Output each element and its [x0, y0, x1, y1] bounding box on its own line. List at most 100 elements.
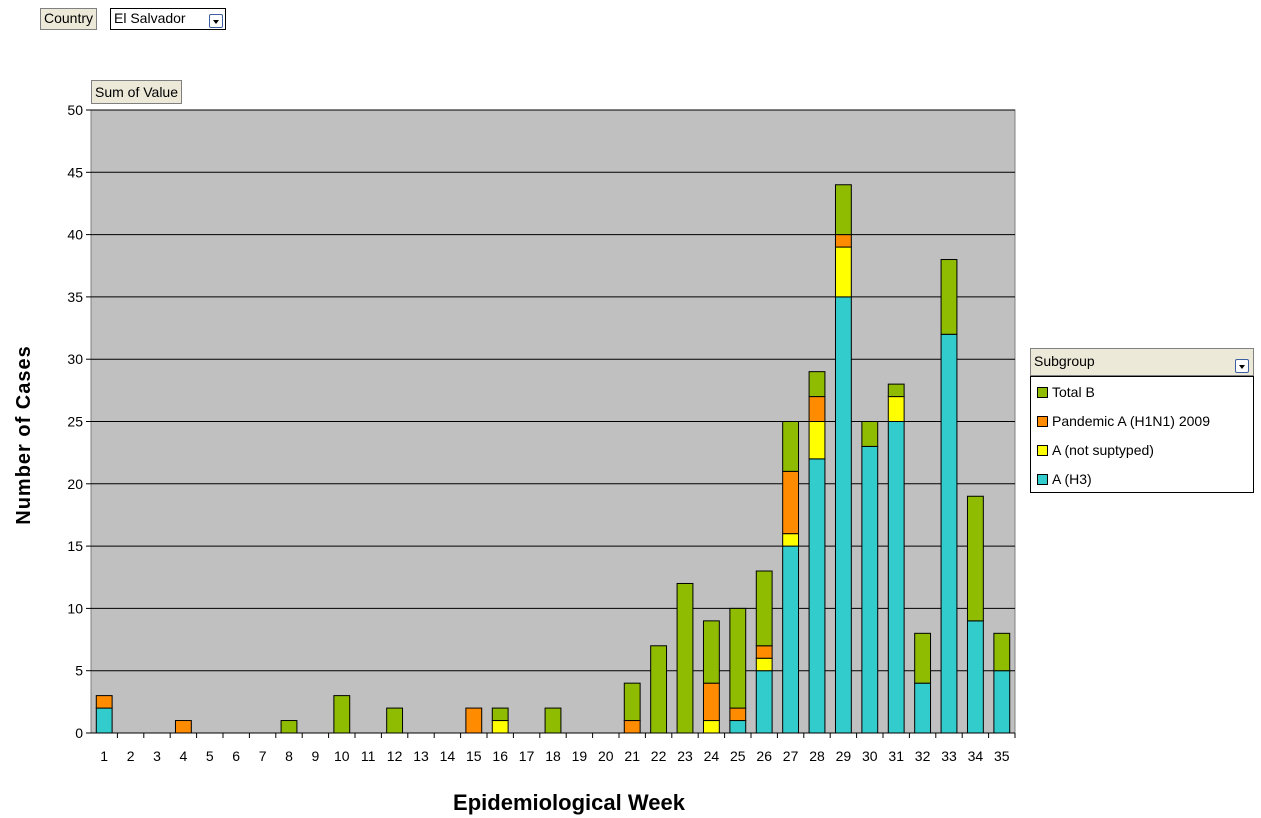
- bar-segment: [729, 707, 747, 722]
- bar-segment: [755, 670, 773, 734]
- x-tick-label: 10: [334, 748, 350, 764]
- bar-segment: [333, 695, 351, 734]
- bar-segment: [386, 707, 404, 734]
- y-tick-label: 35: [67, 289, 83, 305]
- x-tick-label: 30: [862, 748, 878, 764]
- x-tick-label: 14: [440, 748, 456, 764]
- y-tick-label: 20: [67, 476, 83, 492]
- bar-segment: [861, 445, 879, 734]
- x-tick-label: 24: [704, 748, 720, 764]
- y-tick-label: 25: [67, 414, 83, 430]
- x-tick-label: 20: [598, 748, 614, 764]
- bar-segment: [834, 184, 852, 236]
- x-tick-label: 13: [413, 748, 429, 764]
- bar-segment: [993, 670, 1011, 734]
- y-tick-label: 10: [67, 600, 83, 616]
- bars: [95, 184, 1011, 734]
- bar-segment: [702, 682, 720, 722]
- x-tick-label: 6: [232, 748, 240, 764]
- bar-segment: [914, 682, 932, 734]
- legend-item-label: A (not suptyped): [1052, 442, 1154, 458]
- x-tick-label: 7: [259, 748, 267, 764]
- y-tick-label: 5: [75, 663, 83, 679]
- x-tick-label: 27: [783, 748, 799, 764]
- legend-item-total-b: Total B: [1037, 382, 1095, 402]
- x-tick-label: 23: [677, 748, 693, 764]
- legend-header-label: Subgroup: [1034, 353, 1095, 369]
- x-tick-label: 11: [361, 748, 376, 764]
- country-selected-value: El Salvador: [114, 10, 186, 26]
- bar-segment: [755, 645, 773, 659]
- bar-segment: [887, 383, 905, 398]
- bar-segment: [755, 657, 773, 672]
- bar-segment: [95, 695, 113, 709]
- bar-segment: [940, 259, 958, 335]
- x-tick-label: 12: [387, 748, 403, 764]
- x-tick-label: 1: [100, 748, 108, 764]
- bar-segment: [782, 545, 800, 734]
- bar-segment: [623, 720, 641, 734]
- bar-segment: [95, 707, 113, 734]
- y-tick-label: 30: [67, 351, 83, 367]
- bar-segment: [491, 720, 509, 734]
- bar-segment: [940, 333, 958, 734]
- bar-segment: [676, 582, 694, 734]
- legend: Total B Pandemic A (H1N1) 2009 A (not su…: [1030, 376, 1254, 493]
- bar-segment: [861, 421, 879, 447]
- bar-segment: [914, 632, 932, 684]
- y-tick-label: 50: [67, 102, 83, 118]
- x-tick-label: 19: [572, 748, 588, 764]
- bar-segment: [966, 620, 984, 734]
- y-axis-label: Number of Cases: [13, 345, 35, 525]
- x-tick-label: 16: [492, 748, 508, 764]
- bar-segment: [834, 296, 852, 734]
- bar-segment: [729, 607, 747, 709]
- x-tick-label: 3: [153, 748, 161, 764]
- x-tick-label: 35: [994, 748, 1010, 764]
- x-tick-labels: 1 2 3 4 5 6 7 8 9 10 11 12 13 14 15 16 17 18 19 20 21 22 23 24 2…: [100, 748, 1009, 764]
- bar-segment: [544, 707, 562, 734]
- legend-swatch: [1037, 474, 1048, 485]
- y-tick-label: 45: [67, 164, 83, 180]
- country-filter-label[interactable]: Country: [40, 8, 98, 30]
- x-tick-label: 28: [809, 748, 825, 764]
- x-tick-label: 5: [206, 748, 214, 764]
- y-tick-label: 15: [67, 538, 83, 554]
- x-tick-label: 33: [941, 748, 957, 764]
- x-tick-label: 34: [968, 748, 984, 764]
- bar-segment: [966, 495, 984, 622]
- y-tick-labels: 0 5 10 15 20 25 30 35 40 45 50: [67, 102, 83, 741]
- x-tick-label: 31: [888, 748, 904, 764]
- x-tick-label: 17: [519, 748, 535, 764]
- bar-segment: [782, 470, 800, 535]
- x-tick-label: 25: [730, 748, 746, 764]
- x-tick-label: 15: [466, 748, 482, 764]
- country-filter-select[interactable]: El Salvador: [110, 8, 226, 30]
- bar-segment: [834, 234, 852, 248]
- x-tick-label: 4: [180, 748, 188, 764]
- bar-segment: [174, 720, 192, 734]
- chevron-down-icon[interactable]: [1235, 359, 1249, 373]
- y-tick-label: 40: [67, 227, 83, 243]
- x-tick-label: 2: [127, 748, 135, 764]
- legend-item-a-not-subtyped: A (not suptyped): [1037, 440, 1154, 460]
- x-tick-label: 26: [756, 748, 772, 764]
- sum-of-value-field[interactable]: Sum of Value: [91, 80, 183, 104]
- bar-segment: [729, 720, 747, 734]
- y-tick-label: 0: [75, 725, 83, 741]
- chevron-down-icon[interactable]: [209, 14, 223, 28]
- bar-segment: [808, 421, 826, 460]
- bar-segment: [808, 371, 826, 398]
- x-tick-label: 29: [836, 748, 852, 764]
- bar-segment: [782, 533, 800, 547]
- x-tick-label: 22: [651, 748, 667, 764]
- bar-segment: [702, 720, 720, 734]
- gridlines: [86, 109, 1016, 738]
- bar-segment: [782, 421, 800, 472]
- legend-item-label: A (H3): [1052, 471, 1092, 487]
- bar-segment: [993, 632, 1011, 672]
- bar-segment: [808, 396, 826, 422]
- bar-segment: [702, 620, 720, 684]
- legend-subgroup-header[interactable]: Subgroup: [1030, 348, 1254, 376]
